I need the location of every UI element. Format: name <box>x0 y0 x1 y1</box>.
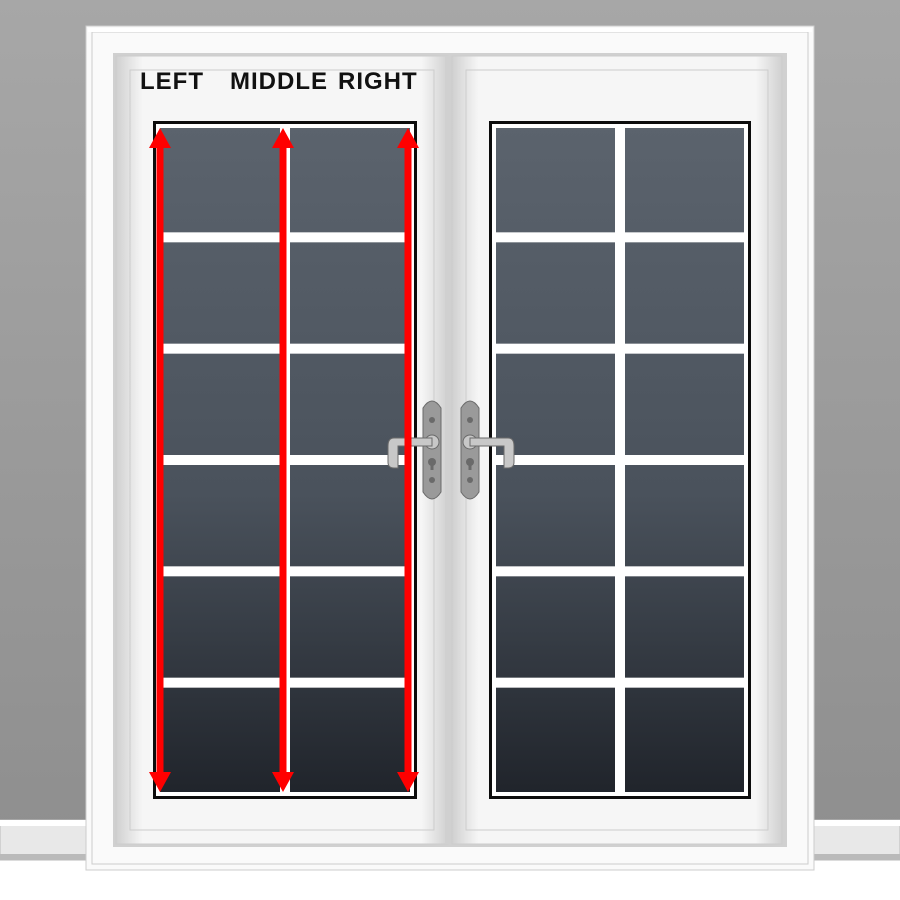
scene-svg <box>0 0 900 900</box>
label-left: LEFT <box>140 68 204 96</box>
measurement-diagram: LEFT MIDDLE RIGHT <box>0 0 900 900</box>
label-middle: MIDDLE <box>230 68 328 96</box>
label-right: RIGHT <box>338 68 418 96</box>
